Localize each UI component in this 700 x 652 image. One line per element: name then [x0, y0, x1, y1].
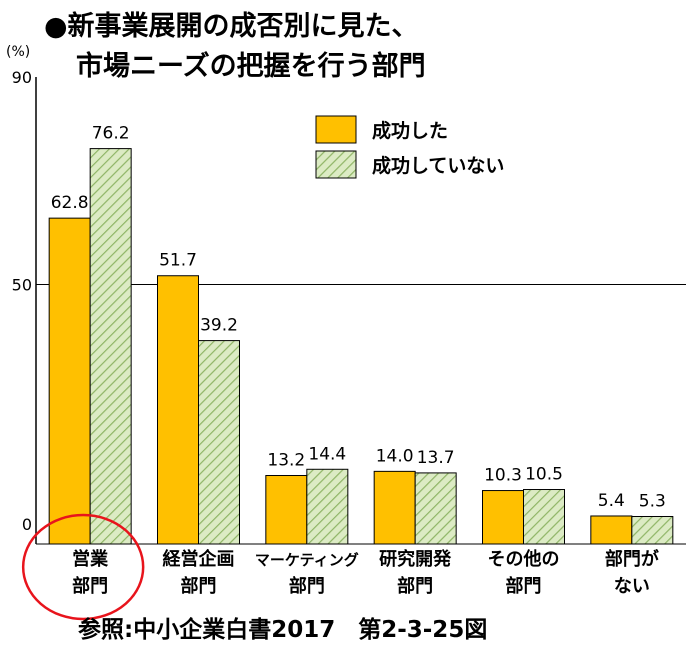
highlight-circle — [21, 513, 145, 621]
data-label-no-success-0: 76.2 — [92, 124, 130, 144]
category-label-4-1: 部門 — [506, 575, 542, 597]
data-label-no-success-2: 14.4 — [308, 444, 346, 464]
bar-no-success-5 — [631, 515, 674, 545]
legend-swatch-0 — [315, 115, 357, 144]
category-label-3-0: 研究開発 — [379, 548, 452, 570]
bar-success-0 — [48, 217, 91, 545]
bar-success-2 — [265, 475, 308, 545]
data-label-success-3: 14.0 — [376, 446, 414, 466]
data-label-success-5: 5.4 — [598, 491, 625, 511]
bar-success-3 — [373, 470, 416, 545]
bar-success-5 — [590, 515, 633, 545]
y-axis-unit: (%) — [6, 44, 30, 60]
data-label-success-4: 10.3 — [484, 466, 522, 486]
bar-no-success-2 — [306, 468, 349, 545]
bar-no-success-3 — [414, 472, 457, 545]
y-tick-label-50: 50 — [12, 276, 32, 295]
y-tick-label-0: 0 — [22, 515, 32, 534]
category-label-5-0: 部門が — [605, 548, 659, 570]
category-label-0-1: 部門 — [72, 575, 108, 597]
data-label-no-success-3: 13.7 — [417, 448, 455, 468]
category-label-1-1: 部門 — [181, 575, 217, 597]
data-label-no-success-4: 10.5 — [525, 465, 563, 485]
source-note: 参照:中小企業白書2017 第2-3-25図 — [78, 617, 488, 643]
bar-no-success-4 — [523, 489, 565, 545]
bar-no-success-1 — [198, 340, 240, 545]
bar-no-success-0 — [89, 148, 132, 545]
category-label-0-0: 営業 — [72, 548, 109, 570]
bar-success-1 — [157, 275, 199, 545]
data-label-success-1: 51.7 — [159, 251, 197, 271]
category-label-1-0: 経営企画 — [163, 548, 235, 570]
category-label-4-0: その他の — [488, 548, 560, 570]
chart-title-line-2: 市場ニーズの把握を行う部門 — [76, 51, 426, 82]
data-label-no-success-1: 39.2 — [200, 316, 238, 336]
legend-label-1: 成功していない — [372, 154, 504, 177]
category-label-2-1: 部門 — [289, 575, 325, 597]
category-label-2-0: マーケティング — [255, 551, 359, 569]
data-label-success-2: 13.2 — [267, 451, 305, 471]
category-label-3-1: 部門 — [397, 575, 433, 597]
legend-swatch-1 — [315, 150, 357, 179]
legend-label-0: 成功した — [372, 119, 448, 142]
chart-title-line-1: ●新事業展開の成否別に見た、 — [44, 11, 419, 42]
data-label-success-0: 62.8 — [51, 193, 89, 213]
category-label-5-1: ない — [614, 576, 650, 597]
bar-success-4 — [482, 490, 524, 545]
y-tick-label-90: 90 — [12, 68, 32, 87]
data-label-no-success-5: 5.3 — [639, 491, 666, 511]
